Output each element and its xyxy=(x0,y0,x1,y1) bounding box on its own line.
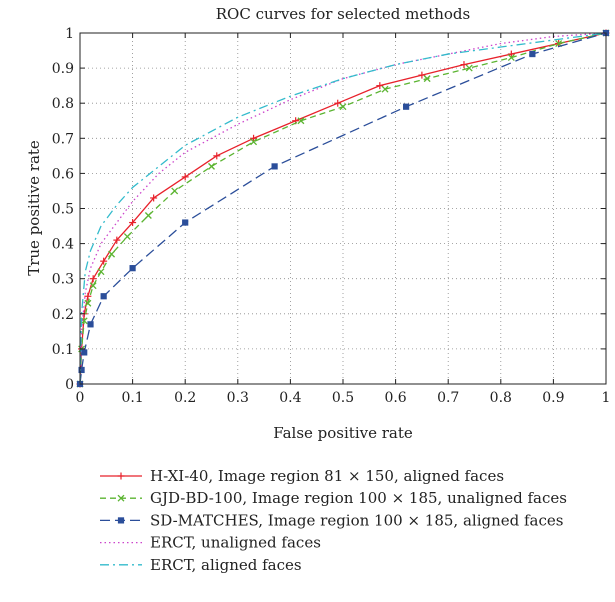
data-point xyxy=(89,282,97,290)
x-tick-label: 0.8 xyxy=(490,390,512,406)
data-point xyxy=(381,85,389,93)
legend-label: ERCT, unaligned faces xyxy=(150,534,321,552)
x-tick-label: 0.7 xyxy=(437,390,459,406)
data-point xyxy=(87,321,94,328)
data-point xyxy=(129,265,136,272)
data-point xyxy=(182,219,189,226)
data-point xyxy=(507,54,515,62)
data-point xyxy=(84,292,92,300)
axis-ticks: 0 0.1 0.2 0.3 0.4 0.5 0.6 0.7 0.8 0.9 1 0 0.1 0.2 0.3 0… xyxy=(52,26,611,406)
data-point xyxy=(297,117,305,125)
y-tick-label: 1 xyxy=(65,26,74,42)
data-point xyxy=(213,152,221,160)
x-tick-label: 0.1 xyxy=(121,390,143,406)
y-tick-label: 0.3 xyxy=(52,272,74,288)
series-5 xyxy=(79,32,607,385)
legend-item: ERCT, unaligned faces xyxy=(100,534,321,552)
y-tick-label: 0 xyxy=(65,377,74,393)
data-point xyxy=(250,134,258,142)
data-point xyxy=(100,293,107,300)
data-point xyxy=(97,268,105,276)
data-point xyxy=(376,82,384,90)
series-line xyxy=(79,32,607,385)
data-point xyxy=(84,299,92,307)
legend-label: GJD-BD-100, Image region 100 × 185, unal… xyxy=(150,489,567,507)
y-tick-label: 0.7 xyxy=(52,131,74,147)
data-point xyxy=(144,212,152,219)
legend-label: H-XI-40, Image region 81 × 150, aligned … xyxy=(150,467,504,485)
y-tick-label: 0.4 xyxy=(52,237,74,253)
data-point xyxy=(150,194,158,202)
legend-label: ERCT, aligned faces xyxy=(150,556,302,574)
y-tick-label: 0.1 xyxy=(52,342,74,358)
data-point xyxy=(250,138,258,146)
data-point xyxy=(334,99,342,107)
x-tick-label: 1 xyxy=(602,390,611,406)
data-point xyxy=(507,50,515,58)
x-tick-label: 0.9 xyxy=(542,390,564,406)
legend-item: SD-MATCHES, Image region 100 × 185, alig… xyxy=(100,511,563,529)
data-point xyxy=(81,349,88,356)
series-line xyxy=(79,32,607,385)
legend-marker xyxy=(117,494,125,502)
data-point xyxy=(171,187,179,195)
x-tick-label: 0.5 xyxy=(332,390,354,406)
x-tick-label: 0.2 xyxy=(174,390,196,406)
x-tick-label: 0 xyxy=(76,390,85,406)
data-point xyxy=(465,64,473,72)
legend-item: ERCT, aligned faces xyxy=(100,556,302,574)
data-point xyxy=(423,75,431,83)
data-point xyxy=(418,71,426,79)
legend-item: H-XI-40, Image region 81 × 150, aligned … xyxy=(100,467,504,485)
data-point xyxy=(78,366,85,374)
y-tick-label: 0.2 xyxy=(52,307,74,323)
chart-title: ROC curves for selected methods xyxy=(216,5,470,23)
data-point xyxy=(89,275,97,283)
y-tick-label: 0.6 xyxy=(52,166,74,182)
data-point xyxy=(80,317,88,325)
data-point xyxy=(129,219,137,227)
data-point xyxy=(123,233,131,241)
legend-marker xyxy=(117,472,125,480)
data-point xyxy=(529,50,536,58)
legend-label: SD-MATCHES, Image region 100 × 185, alig… xyxy=(150,511,563,529)
legend-marker xyxy=(117,517,125,524)
y-tick-label: 0.5 xyxy=(52,202,74,218)
data-point xyxy=(339,103,347,111)
data-point xyxy=(271,163,278,170)
data-point xyxy=(181,173,189,181)
x-tick-label: 0.4 xyxy=(279,390,301,406)
data-point xyxy=(113,236,121,244)
grid xyxy=(80,33,606,384)
data-point xyxy=(108,250,116,258)
y-axis-title: True positive rate xyxy=(25,140,43,276)
series-line xyxy=(79,32,607,385)
plot-series xyxy=(76,29,610,388)
legend: H-XI-40, Image region 81 × 150, aligned … xyxy=(100,467,567,574)
data-point xyxy=(403,103,410,110)
data-point xyxy=(100,257,108,265)
x-tick-label: 0.3 xyxy=(227,390,249,406)
legend-item: GJD-BD-100, Image region 100 × 185, unal… xyxy=(100,489,567,507)
series-line xyxy=(79,32,607,385)
x-tick-label: 0.6 xyxy=(384,390,406,406)
x-axis-title: False positive rate xyxy=(273,424,413,442)
data-point xyxy=(460,61,468,69)
y-tick-label: 0.8 xyxy=(52,96,74,112)
data-point xyxy=(208,162,215,170)
series-4 xyxy=(79,32,607,385)
series-line xyxy=(79,32,607,385)
y-tick-label: 0.9 xyxy=(52,61,74,77)
